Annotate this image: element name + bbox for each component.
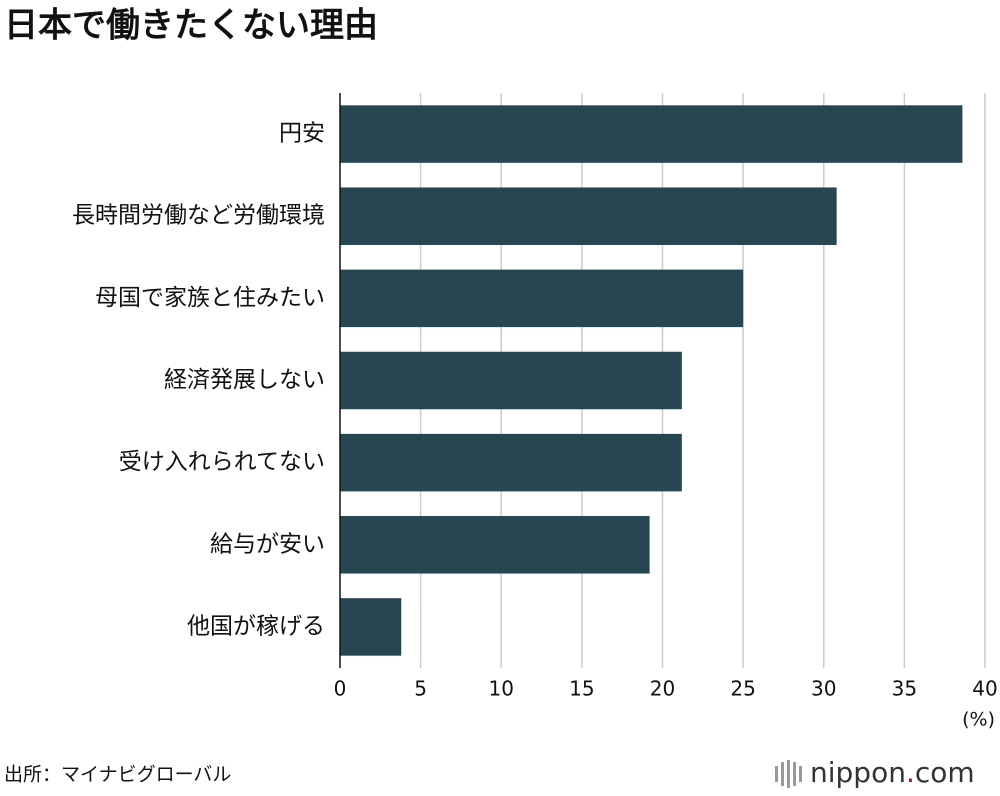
bar [340, 351, 682, 410]
x-tick-label: 20 [650, 677, 675, 701]
x-tick-label: 40 [972, 677, 997, 701]
x-tick-label: 5 [414, 677, 427, 701]
logo: nippon.com [810, 756, 975, 789]
y-tick-label: 長時間労働など労働環境 [72, 203, 325, 229]
x-tick-label: 35 [892, 677, 917, 701]
y-tick-label: 経済発展しない [164, 367, 325, 393]
bar [340, 187, 837, 245]
bar [340, 269, 744, 328]
y-tick-label: 給与が安い [210, 531, 325, 557]
source: 出所：マイナビグローバル [4, 764, 231, 786]
x-tick-label: 10 [489, 677, 514, 701]
x-axis-label: (%) [962, 709, 995, 731]
y-tick-label: 母国で家族と住みたい [95, 285, 325, 311]
bar [340, 433, 682, 492]
bar [340, 598, 402, 656]
logo-tld: com [915, 756, 975, 789]
y-tick-label: 他国が稼げる [187, 613, 325, 639]
x-tick-label: 25 [730, 677, 755, 701]
x-tick-label: 15 [569, 677, 594, 701]
y-tick-label: 円安 [279, 121, 325, 147]
bar [340, 516, 650, 574]
logo-icon [775, 760, 802, 788]
x-tick-label: 30 [811, 677, 836, 701]
logo-dot: . [906, 756, 915, 789]
chart-title: 日本で働きたくない理由 [4, 6, 378, 46]
logo-name: nippon [810, 756, 906, 789]
bar [340, 105, 963, 163]
y-tick-label: 受け入れられてない [119, 449, 325, 475]
x-tick-label: 0 [334, 677, 347, 701]
